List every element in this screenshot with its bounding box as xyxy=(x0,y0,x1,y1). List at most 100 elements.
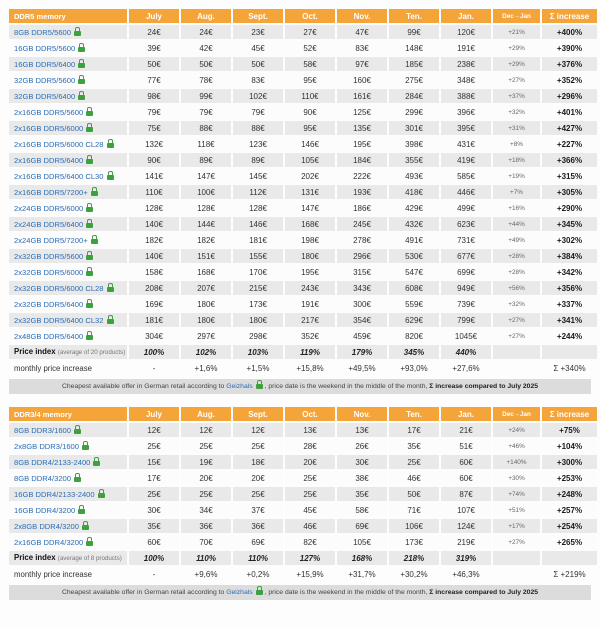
product-link[interactable]: 2x32GB DDR5/6400 CL32 xyxy=(14,315,104,325)
lock-icon xyxy=(82,440,90,450)
dec-jan-cell: +49% xyxy=(493,233,540,247)
table-title: DDR3/4 memory xyxy=(9,407,127,421)
product-link[interactable]: 16GB DDR5/6400 xyxy=(14,59,76,69)
lock-icon xyxy=(82,520,90,530)
price-index-value: 110% xyxy=(233,551,283,565)
product-link[interactable]: 2x16GB DDR5/5600 xyxy=(14,107,84,117)
price-cell: 158€ xyxy=(129,265,179,279)
table-row: 8GB DDR4/3200 17€ 20€ 20€ 25€ 38€ 46€ 60€ +30% +2… xyxy=(9,471,597,485)
empty-cell xyxy=(542,551,597,565)
price-cell: 78€ xyxy=(181,73,231,87)
total-increase-cell: +305% xyxy=(542,185,597,199)
product-link[interactable]: 2x24GB DDR5/7200+ xyxy=(14,235,88,245)
price-cell: 193€ xyxy=(337,185,387,199)
table-row: 2x32GB DDR5/6400 169€ 180€ 173€ 191€ 300€ 559€… xyxy=(9,297,597,311)
product-link[interactable]: 32GB DDR5/5600 xyxy=(14,75,76,85)
product-link[interactable]: 2x32GB DDR5/6000 xyxy=(14,267,84,277)
product-link[interactable]: 8GB DDR4/2133-2400 xyxy=(14,457,91,467)
table-row: 2x32GB DDR5/5600 140€ 151€ 155€ 180€ 296€ 530€… xyxy=(9,249,597,263)
lock-icon xyxy=(106,170,114,180)
price-cell: 185€ xyxy=(389,57,439,71)
price-cell: 173€ xyxy=(389,535,439,549)
table-row: 2x16GB DDR5/6000 CL28 132€ 118€ 123€ 146€ 195… xyxy=(9,137,597,151)
product-link[interactable]: 8GB DDR5/5600 xyxy=(14,27,71,37)
product-link[interactable]: 8GB DDR3/1600 xyxy=(14,425,71,435)
price-cell: 243€ xyxy=(285,281,335,295)
product-link[interactable]: 2x32GB DDR5/6000 CL28 xyxy=(14,283,104,293)
column-header: Nov. xyxy=(337,9,387,23)
price-index-value: 440% xyxy=(441,345,491,359)
price-cell: 37€ xyxy=(233,503,283,517)
monthly-value: +46,3% xyxy=(441,567,491,581)
monthly-value: - xyxy=(129,361,179,375)
price-cell: 38€ xyxy=(337,471,387,485)
price-cell: 135€ xyxy=(337,121,387,135)
dec-jan-cell: +46% xyxy=(493,439,540,453)
product-cell: 32GB DDR5/5600 xyxy=(9,73,127,87)
product-link[interactable]: 2x32GB DDR5/5600 xyxy=(14,251,84,261)
source-note: Cheapest available offer in German retai… xyxy=(9,379,591,394)
product-link[interactable]: 2x16GB DDR5/6400 xyxy=(14,155,84,165)
total-increase-cell: +376% xyxy=(542,57,597,71)
product-link[interactable]: 16GB DDR4/2133-2400 xyxy=(14,489,95,499)
price-cell: 547€ xyxy=(389,265,439,279)
product-link[interactable]: 2x16GB DDR4/3200 xyxy=(14,537,84,547)
price-index-value: 127% xyxy=(285,551,335,565)
product-cell: 2x16GB DDR4/3200 xyxy=(9,535,127,549)
product-cell: 2x32GB DDR5/6400 CL32 xyxy=(9,313,127,327)
price-cell: 69€ xyxy=(337,519,387,533)
total-increase-cell: +401% xyxy=(542,105,597,119)
product-link[interactable]: 16GB DDR5/5600 xyxy=(14,43,76,53)
geizhals-link[interactable]: Geizhals xyxy=(226,589,253,596)
price-cell: 35€ xyxy=(389,439,439,453)
dec-jan-cell: +28% xyxy=(493,249,540,263)
price-cell: 161€ xyxy=(337,89,387,103)
lock-icon xyxy=(78,42,86,52)
price-cell: 301€ xyxy=(389,121,439,135)
price-cell: 146€ xyxy=(285,137,335,151)
price-cell: 35€ xyxy=(129,519,179,533)
product-link[interactable]: 2x16GB DDR5/6000 xyxy=(14,123,84,133)
product-link[interactable]: 2x16GB DDR5/6400 CL30 xyxy=(14,171,104,181)
price-cell: 25€ xyxy=(285,471,335,485)
dec-jan-cell: +17% xyxy=(493,519,540,533)
table-row: 2x16GB DDR4/3200 60€ 70€ 69€ 82€ 105€ 173€ 219€… xyxy=(9,535,597,549)
price-cell: 12€ xyxy=(129,423,179,437)
total-increase-cell: +75% xyxy=(542,423,597,437)
price-cell: 151€ xyxy=(181,249,231,263)
price-cell: 195€ xyxy=(285,265,335,279)
price-cell: 23€ xyxy=(233,25,283,39)
product-link[interactable]: 2x48GB DDR5/6400 xyxy=(14,331,84,341)
product-link[interactable]: 8GB DDR4/3200 xyxy=(14,473,71,483)
monthly-value: - xyxy=(129,567,179,581)
product-link[interactable]: 16GB DDR4/3200 xyxy=(14,505,76,515)
monthly-label: monthly price increase xyxy=(9,361,127,375)
price-cell: 25€ xyxy=(389,455,439,469)
price-index-value: 102% xyxy=(181,345,231,359)
product-link[interactable]: 2x8GB DDR4/3200 xyxy=(14,521,80,531)
product-link[interactable]: 2x16GB DDR5/6000 CL28 xyxy=(14,139,104,149)
table-row: 2x24GB DDR5/6000 128€ 128€ 128€ 147€ 186€ 429€… xyxy=(9,201,597,215)
column-header: Nov. xyxy=(337,407,387,421)
total-increase-cell: +244% xyxy=(542,329,597,343)
product-link[interactable]: 32GB DDR5/6400 xyxy=(14,91,76,101)
product-link[interactable]: 2x24GB DDR5/6400 xyxy=(14,219,84,229)
price-cell: 58€ xyxy=(337,503,387,517)
product-link[interactable]: 2x24GB DDR5/6000 xyxy=(14,203,84,213)
geizhals-link[interactable]: Geizhals xyxy=(226,383,253,390)
total-increase-cell: +345% xyxy=(542,217,597,231)
price-cell: 36€ xyxy=(233,519,283,533)
price-cell: 25€ xyxy=(129,439,179,453)
total-increase-cell: +248% xyxy=(542,487,597,501)
price-cell: 168€ xyxy=(181,265,231,279)
product-cell: 2x32GB DDR5/6000 CL28 xyxy=(9,281,127,295)
price-cell: 191€ xyxy=(285,297,335,311)
product-link[interactable]: 2x32GB DDR5/6400 xyxy=(14,299,84,309)
price-cell: 608€ xyxy=(389,281,439,295)
product-link[interactable]: 2x8GB DDR3/1600 xyxy=(14,441,80,451)
monthly-value: +27,6% xyxy=(441,361,491,375)
price-cell: 128€ xyxy=(129,201,179,215)
column-header: Σ increase xyxy=(542,9,597,23)
product-link[interactable]: 2x16GB DDR5/7200+ xyxy=(14,187,88,197)
price-cell: 147€ xyxy=(285,201,335,215)
